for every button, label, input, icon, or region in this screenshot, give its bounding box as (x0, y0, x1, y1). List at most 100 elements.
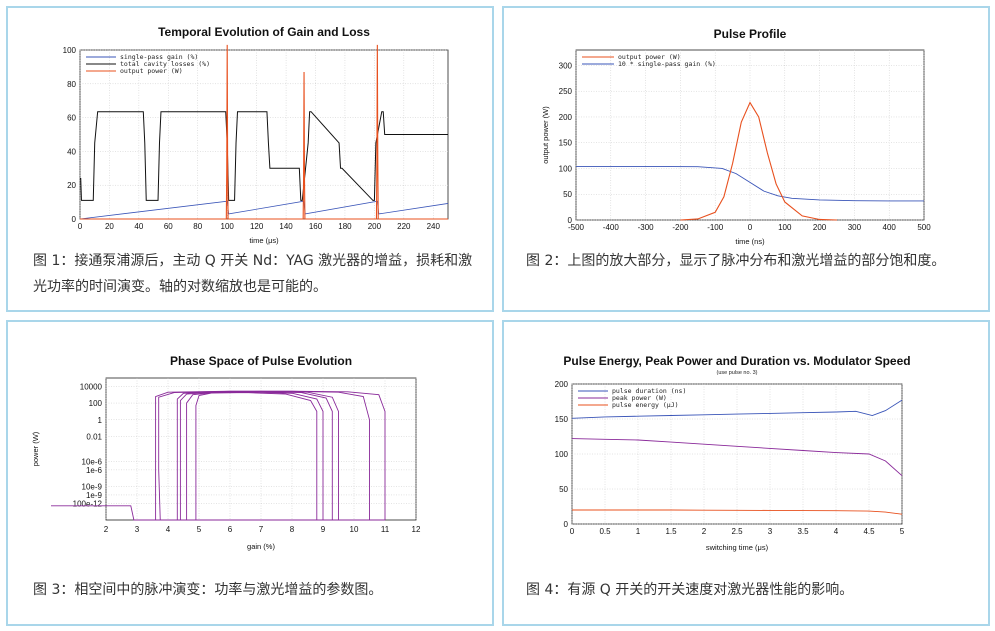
x-tick-label: 0 (570, 527, 575, 536)
x-tick-label: 1 (636, 527, 641, 536)
x-tick-label: 3.5 (797, 527, 809, 536)
figure-panel-2: Pulse Profile -500 -400 -300 -200 -100 0 100 200… (502, 6, 990, 312)
figure-panel-4: Pulse Energy, Peak Power and Duration vs… (502, 320, 990, 626)
y-tick-label: 0 (568, 216, 573, 225)
x-tick-label: 80 (193, 222, 202, 231)
legend-label: output power (W) (618, 53, 681, 61)
legend-label: single-pass gain (%) (120, 53, 198, 61)
y-tick-label: 60 (67, 114, 76, 123)
phase-loop (155, 390, 386, 520)
y-tick-label: 0 (72, 215, 77, 224)
series-line-gain (79, 200, 449, 220)
y-tick-label: 50 (559, 485, 568, 494)
chart-subtitle: (use pulse no. 3) (717, 370, 758, 376)
x-tick-label: 220 (397, 222, 411, 231)
x-tick-label: 2 (702, 527, 707, 536)
chart-title: Pulse Energy, Peak Power and Duration vs… (563, 354, 910, 368)
modulator-speed-chart: Pulse Energy, Peak Power and Duration vs… (555, 354, 911, 552)
phase-loop (176, 390, 339, 520)
series-line-losses (80, 111, 448, 201)
x-tick-label: 3 (768, 527, 773, 536)
series-line-gain (576, 165, 924, 202)
y-tick-label: 0 (564, 520, 569, 529)
x-tick-label: 9 (321, 525, 326, 534)
y-tick-label: 1e-6 (86, 466, 103, 475)
pulse-profile-chart: Pulse Profile -500 -400 -300 -200 -100 0 100 200… (541, 27, 931, 246)
x-tick-label: -400 (603, 223, 620, 232)
x-tick-label: 120 (250, 222, 264, 231)
x-tick-label: 20 (105, 222, 114, 231)
x-tick-label: 2 (104, 525, 109, 534)
series-line-output-power (80, 44, 448, 220)
y-tick-label: 200 (555, 380, 569, 389)
figure-caption-1: 图 1：接通泵浦源后，主动 Q 开关 Nd：YAG 激光器的增益，损耗和激光功率… (33, 253, 473, 295)
y-tick-label: 40 (67, 147, 76, 156)
figure-panel-3: Phase Space of Pulse Evolution 2 3 4 5 6 7 8 9 10… (6, 320, 494, 626)
x-tick-label: 7 (259, 525, 264, 534)
figure-panel-1: Temporal Evolution of Gain and Loss 0 20 40… (6, 6, 494, 312)
legend-label: peak power (W) (612, 394, 667, 402)
x-tick-label: 400 (883, 223, 897, 232)
x-tick-label: 40 (134, 222, 143, 231)
y-tick-label: 10000 (80, 382, 103, 391)
gain-loss-chart: Temporal Evolution of Gain and Loss 0 20 40… (63, 25, 449, 245)
x-tick-label: 0 (78, 222, 83, 231)
legend-label: pulse duration (ns) (612, 387, 686, 395)
x-tick-label: 0 (748, 223, 753, 232)
x-tick-label: 11 (381, 525, 390, 534)
x-tick-label: 1.5 (665, 527, 677, 536)
y-tick-label: 1e-9 (86, 491, 103, 500)
x-tick-label: -200 (672, 223, 689, 232)
figure-caption-4: 图 4：有源 Q 开关的开关速度对激光器性能的影响。 (526, 582, 854, 598)
x-axis-label: gain (%) (247, 542, 275, 551)
x-tick-label: 300 (848, 223, 862, 232)
x-tick-label: 5 (197, 525, 202, 534)
x-tick-label: 4 (166, 525, 171, 534)
x-axis-label: time (μs) (249, 236, 279, 245)
figure-caption-3: 图 3：相空间中的脉冲演变：功率与激光增益的参数图。 (33, 582, 383, 598)
legend-label: 10 * single-pass gain (%) (618, 60, 716, 68)
series-line-0 (571, 399, 903, 419)
x-axis-label: switching time (μs) (706, 543, 769, 552)
y-tick-label: 100 (89, 399, 103, 408)
y-tick-label: 80 (67, 80, 76, 89)
x-axis-label: time (ns) (735, 237, 765, 246)
x-tick-label: 4.5 (863, 527, 875, 536)
y-tick-label: 10e-6 (82, 458, 103, 467)
phase-baseline (51, 505, 385, 521)
x-tick-label: 2.5 (731, 527, 743, 536)
x-tick-label: 10 (350, 525, 359, 534)
phase-loop (195, 392, 318, 520)
x-tick-label: 0.5 (599, 527, 611, 536)
x-tick-label: 100 (778, 223, 792, 232)
x-tick-label: 500 (917, 223, 931, 232)
y-tick-label: 100 (63, 46, 77, 55)
series-line-2 (572, 509, 903, 515)
x-tick-label: 140 (279, 222, 293, 231)
x-tick-label: 240 (427, 222, 441, 231)
x-tick-label: 200 (368, 222, 382, 231)
y-tick-label: 50 (563, 190, 572, 199)
chart-title: Pulse Profile (714, 27, 787, 41)
y-tick-label: 0.01 (86, 432, 102, 441)
y-tick-label: 100 (555, 450, 569, 459)
y-tick-label: 100 (559, 164, 573, 173)
y-tick-label: 250 (559, 87, 573, 96)
legend-label: output power (W) (120, 67, 183, 75)
chart-title: Temporal Evolution of Gain and Loss (158, 25, 370, 39)
x-tick-label: 8 (290, 525, 295, 534)
y-axis-label: output power (W) (541, 106, 550, 164)
x-tick-label: -500 (568, 223, 585, 232)
chart-title: Phase Space of Pulse Evolution (170, 354, 352, 368)
y-tick-label: 20 (67, 181, 76, 190)
x-tick-label: 12 (412, 525, 421, 534)
y-tick-label: 1 (98, 416, 103, 425)
y-tick-label: 200 (559, 113, 573, 122)
x-tick-label: 100 (221, 222, 235, 231)
phase-loop (179, 391, 333, 520)
x-tick-label: -100 (707, 223, 724, 232)
x-tick-label: 60 (164, 222, 173, 231)
x-tick-label: 6 (228, 525, 233, 534)
x-tick-label: 160 (309, 222, 323, 231)
